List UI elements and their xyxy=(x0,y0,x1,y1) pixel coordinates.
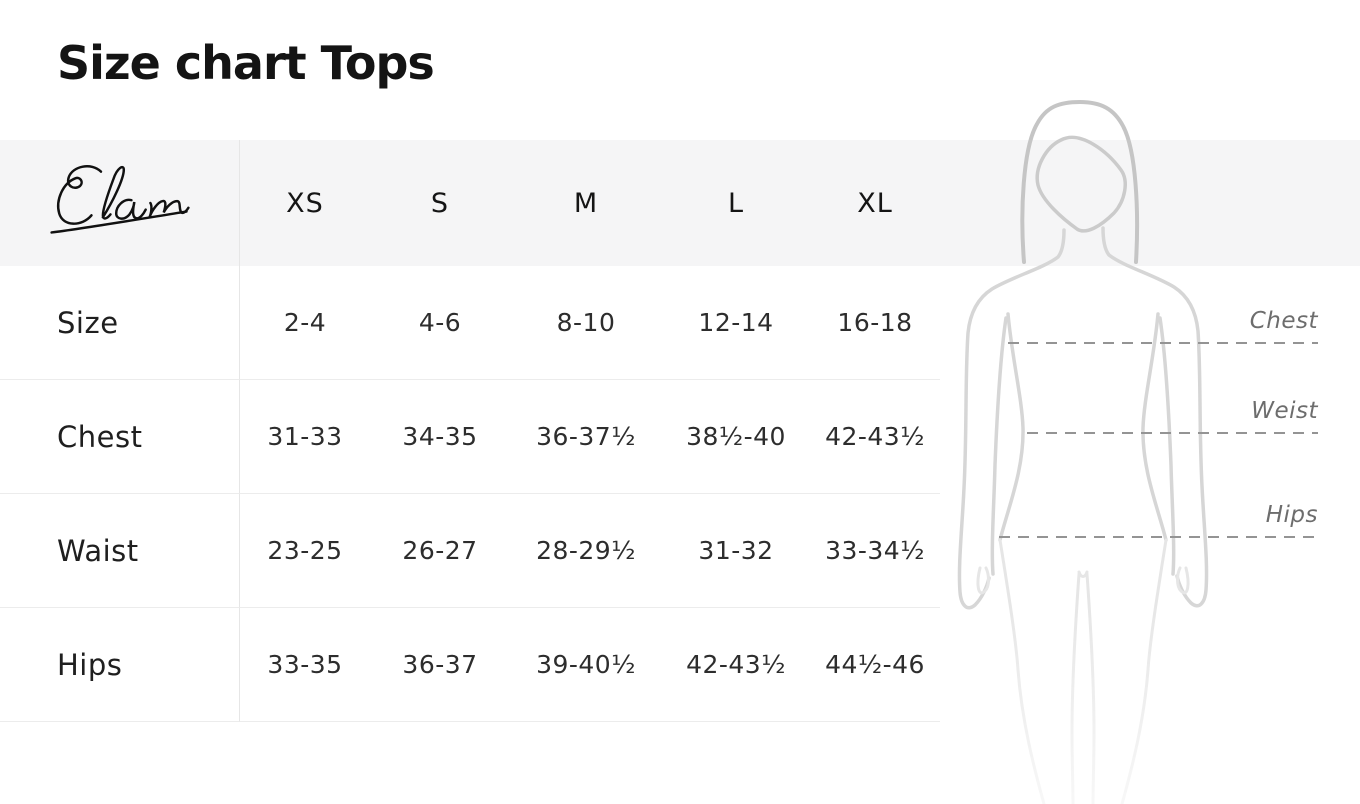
brand-logo-cell: Elan xyxy=(0,140,240,266)
measurement-label-hips: Hips xyxy=(1265,502,1318,528)
measurement-label-chest: Chest xyxy=(1249,308,1318,334)
size-cell: 2-4 xyxy=(240,266,370,380)
brand-logo-signature xyxy=(49,165,190,234)
size-column-header-xl: XL xyxy=(857,187,893,219)
measurement-label-waist: Weist xyxy=(1251,398,1318,424)
waist-cell: 28-29½ xyxy=(510,494,662,608)
size-column-header-s: S xyxy=(430,187,450,219)
size-table: Elan XS S M L XL Size 2-4 4-6 8-10 12-14… xyxy=(0,140,940,722)
measurement-line-chest xyxy=(1008,342,1318,344)
row-label-chest: Chest xyxy=(0,380,240,494)
hips-cell: 42-43½ xyxy=(662,608,810,722)
hips-cell: 44½-46 xyxy=(810,608,940,722)
size-cell: 8-10 xyxy=(510,266,662,380)
body-figure-illustration xyxy=(940,99,1360,804)
waist-cell: 33-34½ xyxy=(810,494,940,608)
chest-cell: 38½-40 xyxy=(662,380,810,494)
chest-cell: 34-35 xyxy=(370,380,510,494)
row-label-waist: Waist xyxy=(0,494,240,608)
size-cell: 12-14 xyxy=(662,266,810,380)
female-silhouette-icon xyxy=(957,99,1209,804)
size-column-header-xs: XS xyxy=(286,187,324,219)
chest-cell: 42-43½ xyxy=(810,380,940,494)
measurement-line-hips xyxy=(999,536,1318,538)
waist-cell: 23-25 xyxy=(240,494,370,608)
measurement-line-waist xyxy=(1027,432,1318,434)
waist-cell: 31-32 xyxy=(662,494,810,608)
hips-cell: 33-35 xyxy=(240,608,370,722)
size-cell: 4-6 xyxy=(370,266,510,380)
size-column-header-l: L xyxy=(727,187,745,219)
hips-cell: 36-37 xyxy=(370,608,510,722)
row-label-hips: Hips xyxy=(0,608,240,722)
chest-cell: 31-33 xyxy=(240,380,370,494)
waist-cell: 26-27 xyxy=(370,494,510,608)
chest-cell: 36-37½ xyxy=(510,380,662,494)
row-label-size: Size xyxy=(0,266,240,380)
page-title: Size chart Tops xyxy=(57,36,435,90)
hips-cell: 39-40½ xyxy=(510,608,662,722)
size-cell: 16-18 xyxy=(810,266,940,380)
size-column-header-m: M xyxy=(573,187,599,219)
